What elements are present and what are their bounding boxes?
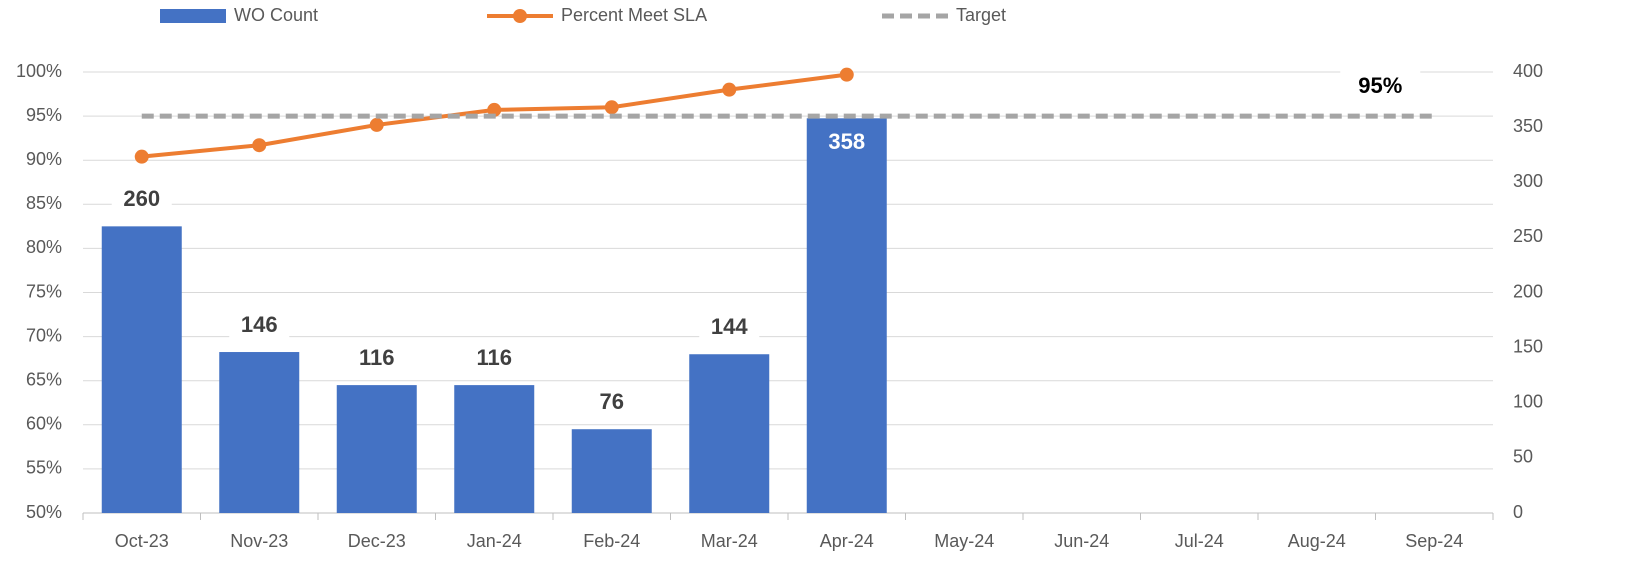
value-label-bg bbox=[229, 310, 290, 343]
bar bbox=[454, 385, 535, 513]
y-tick-label: 70% bbox=[26, 325, 62, 345]
sla-marker bbox=[487, 102, 502, 117]
x-tick-label: Jan-24 bbox=[467, 531, 522, 551]
bar bbox=[689, 354, 770, 513]
value-label: 358 bbox=[828, 129, 865, 154]
target-label: 95% bbox=[1358, 73, 1402, 98]
y2-tick-label: 0 bbox=[1513, 502, 1523, 522]
y-tick-label: 55% bbox=[26, 458, 62, 478]
x-tick-label: Nov-23 bbox=[230, 531, 288, 551]
value-label-bg bbox=[111, 184, 172, 217]
value-label: 260 bbox=[123, 186, 160, 211]
x-tick-label: Feb-24 bbox=[583, 531, 640, 551]
bar bbox=[806, 118, 887, 514]
legend-label: Target bbox=[956, 5, 1006, 25]
y-tick-label: 100% bbox=[16, 61, 62, 81]
x-tick-label: Oct-23 bbox=[115, 531, 169, 551]
y-tick-label: 90% bbox=[26, 149, 62, 169]
sla-marker bbox=[252, 138, 267, 153]
bar bbox=[336, 385, 417, 513]
value-label-bg bbox=[346, 343, 407, 376]
bar bbox=[571, 429, 652, 513]
y-tick-label: 60% bbox=[26, 414, 62, 434]
legend-swatch bbox=[160, 9, 226, 23]
sla-marker bbox=[369, 117, 384, 132]
y2-tick-label: 250 bbox=[1513, 226, 1543, 246]
x-tick-label: Jul-24 bbox=[1175, 531, 1224, 551]
x-tick-label: Aug-24 bbox=[1288, 531, 1346, 551]
legend-label: Percent Meet SLA bbox=[561, 5, 707, 25]
y-tick-label: 75% bbox=[26, 281, 62, 301]
y-tick-label: 85% bbox=[26, 193, 62, 213]
y-tick-label: 50% bbox=[26, 502, 62, 522]
y-tick-label: 80% bbox=[26, 237, 62, 257]
legend-marker bbox=[513, 9, 527, 23]
sla-marker bbox=[134, 149, 149, 164]
bar bbox=[101, 226, 182, 513]
x-tick-label: Dec-23 bbox=[348, 531, 406, 551]
x-tick-label: May-24 bbox=[934, 531, 994, 551]
y2-tick-label: 400 bbox=[1513, 61, 1543, 81]
value-label: 144 bbox=[711, 314, 748, 339]
legend-label: WO Count bbox=[234, 5, 318, 25]
value-label: 146 bbox=[241, 312, 278, 337]
x-tick-label: Apr-24 bbox=[820, 531, 874, 551]
value-label-bg bbox=[699, 312, 760, 345]
x-tick-label: Mar-24 bbox=[701, 531, 758, 551]
y-tick-label: 65% bbox=[26, 369, 62, 389]
x-tick-label: Sep-24 bbox=[1405, 531, 1463, 551]
y2-tick-label: 300 bbox=[1513, 171, 1543, 191]
value-label-bg bbox=[464, 343, 525, 376]
sla-marker bbox=[839, 67, 854, 82]
value-label-bg bbox=[581, 387, 642, 420]
y2-tick-label: 150 bbox=[1513, 336, 1543, 356]
x-tick-label: Jun-24 bbox=[1054, 531, 1109, 551]
y2-tick-label: 50 bbox=[1513, 447, 1533, 467]
y-tick-label: 95% bbox=[26, 105, 62, 125]
bar bbox=[219, 352, 300, 513]
value-label: 116 bbox=[477, 345, 513, 370]
y2-tick-label: 200 bbox=[1513, 281, 1543, 301]
y2-tick-label: 350 bbox=[1513, 116, 1543, 136]
y2-tick-label: 100 bbox=[1513, 392, 1543, 412]
sla-marker bbox=[604, 100, 619, 115]
value-label: 76 bbox=[600, 389, 624, 414]
value-label: 116 bbox=[359, 345, 395, 370]
value-label-bg bbox=[1340, 69, 1421, 106]
sla-marker bbox=[722, 82, 737, 97]
